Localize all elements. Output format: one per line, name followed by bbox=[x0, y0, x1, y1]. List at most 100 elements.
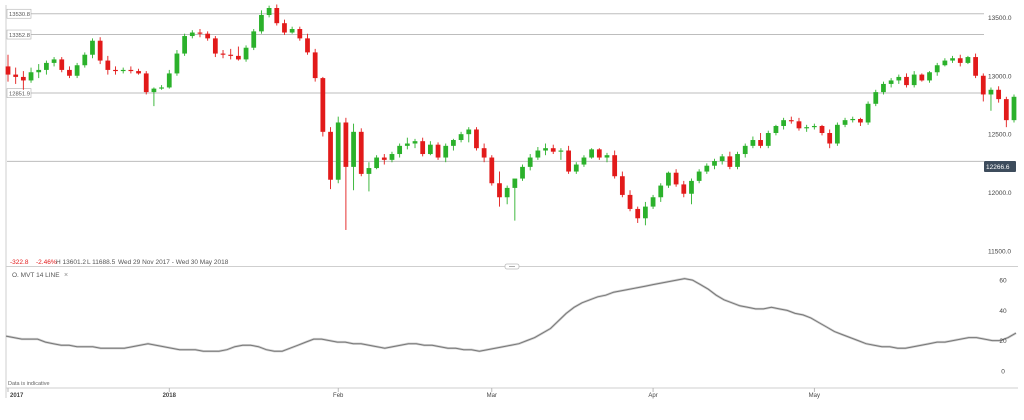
candle-body bbox=[51, 59, 57, 63]
level-line-tag bbox=[6, 8, 32, 19]
candle-body bbox=[788, 120, 794, 122]
candle-body bbox=[696, 171, 702, 181]
price-tick-label: 13000.0 bbox=[988, 73, 1012, 80]
price-tick-label: 12000.0 bbox=[988, 190, 1012, 197]
candle-body bbox=[573, 164, 579, 172]
candle-body bbox=[765, 133, 771, 146]
candle-body bbox=[328, 131, 333, 180]
candle-body bbox=[182, 36, 188, 54]
chart-outline bbox=[5, 5, 1018, 398]
candle-body bbox=[20, 76, 26, 81]
candle-body bbox=[735, 154, 740, 167]
candle-body bbox=[804, 127, 810, 129]
time-tick-label: May bbox=[809, 393, 820, 399]
level-line-tag bbox=[6, 29, 32, 40]
candle-body bbox=[650, 197, 656, 207]
candle-body bbox=[819, 125, 825, 133]
candle-body bbox=[919, 74, 925, 81]
candle-body bbox=[458, 134, 464, 141]
candle-body bbox=[596, 149, 602, 158]
time-tick-label: Feb bbox=[333, 393, 344, 399]
candle-body bbox=[274, 8, 280, 24]
level-line-label: 13530.8 bbox=[9, 12, 30, 18]
candle-body bbox=[934, 65, 940, 73]
indicator-tick-label: 60 bbox=[999, 278, 1007, 285]
candle-body bbox=[212, 38, 218, 54]
candle-body bbox=[13, 74, 19, 77]
candle-body bbox=[527, 157, 533, 167]
current-price-badge-bg bbox=[984, 161, 1016, 172]
candle-body bbox=[504, 187, 510, 198]
time-tick-label: 2017 bbox=[10, 393, 24, 399]
candle-body bbox=[151, 88, 157, 93]
candle-body bbox=[689, 180, 694, 194]
level-lines: 13530.8 13352.8 12851.9 bbox=[6, 8, 984, 162]
candle-body bbox=[343, 122, 349, 167]
candle-body bbox=[643, 206, 648, 219]
candle-body bbox=[289, 29, 295, 33]
candle-body bbox=[305, 38, 310, 53]
level-line-label: 12851.9 bbox=[9, 91, 30, 97]
candle-body bbox=[266, 8, 272, 16]
candle-body bbox=[543, 148, 548, 151]
candle-body bbox=[113, 69, 118, 72]
candle-body bbox=[827, 133, 833, 144]
candle-body bbox=[673, 172, 679, 185]
info-date-range: Wed 29 Nov 2017 - Wed 30 May 2018 bbox=[118, 259, 229, 266]
candle-body bbox=[704, 165, 710, 172]
candle-body bbox=[965, 57, 971, 63]
candle-body bbox=[412, 141, 418, 144]
candle-body bbox=[312, 52, 318, 79]
candle-body bbox=[927, 72, 932, 81]
candle-body bbox=[82, 54, 88, 66]
candle-body bbox=[443, 145, 449, 158]
info-high: H 13601.2 bbox=[56, 259, 86, 266]
candle-body bbox=[451, 140, 456, 146]
indicator-line-shadow bbox=[5, 277, 1017, 353]
info-bar: -322.8 -2.46% H 13601.2 L 11688.5 Wed 29… bbox=[10, 259, 229, 266]
candle-body bbox=[811, 125, 817, 128]
price-axis: 11500.0 12000.0 12500.0 13000.0 13500.0 bbox=[988, 15, 1012, 256]
price-tick-label: 11500.0 bbox=[988, 248, 1011, 255]
candle-body bbox=[466, 129, 472, 135]
candle-body bbox=[189, 32, 195, 37]
candle-body bbox=[604, 155, 610, 158]
current-price-badge: 12266.6 bbox=[984, 161, 1016, 172]
indicator-panel: 0 20 40 60 bbox=[5, 277, 1017, 375]
time-tick-label: Mar bbox=[487, 393, 497, 399]
panel-splitter[interactable] bbox=[504, 263, 520, 270]
candle-body bbox=[44, 62, 49, 70]
candle-body bbox=[980, 75, 986, 95]
candle-body bbox=[957, 58, 963, 63]
candle-body bbox=[358, 131, 364, 174]
candle-body bbox=[1011, 96, 1017, 121]
candle-body bbox=[489, 157, 495, 184]
candle-body bbox=[67, 69, 72, 76]
indicator-close-icon[interactable]: × bbox=[64, 272, 68, 279]
candle-body bbox=[904, 76, 909, 86]
candle-body bbox=[374, 157, 379, 169]
candle-body bbox=[474, 129, 479, 149]
current-price-value: 12266.6 bbox=[986, 164, 1010, 171]
candle-body bbox=[481, 148, 487, 158]
candle-body bbox=[842, 120, 848, 125]
candle-body bbox=[251, 31, 257, 48]
candle-body bbox=[988, 89, 994, 95]
candle-body bbox=[850, 118, 856, 121]
info-change: -322.8 bbox=[10, 259, 29, 266]
candle-body bbox=[858, 118, 863, 123]
candle-body bbox=[712, 161, 717, 166]
candle-body bbox=[1003, 99, 1009, 121]
candle-body bbox=[658, 185, 664, 198]
indicator-line bbox=[5, 278, 1017, 352]
candle-body bbox=[282, 23, 287, 33]
candle-body bbox=[197, 32, 203, 34]
info-low: L 11688.5 bbox=[87, 259, 116, 266]
candle-body bbox=[781, 120, 786, 126]
candle-body bbox=[105, 60, 111, 70]
candle-body bbox=[581, 157, 587, 165]
candle-body bbox=[351, 131, 356, 167]
level-line-label: 13352.8 bbox=[9, 33, 30, 39]
candle-body bbox=[719, 156, 725, 162]
